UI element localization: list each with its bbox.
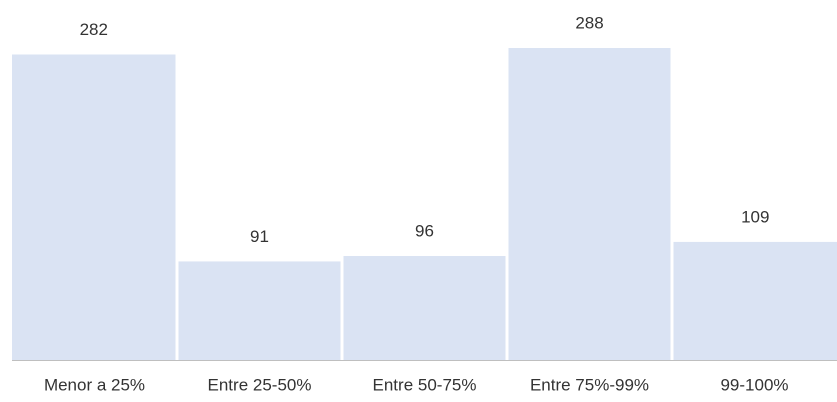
data-label: 109: [741, 207, 769, 226]
data-label: 96: [415, 221, 434, 240]
bar: [178, 261, 341, 360]
x-tick-label: Menor a 25%: [44, 375, 145, 394]
data-label: 282: [80, 20, 108, 39]
x-tick-label: Entre 75%-99%: [530, 375, 649, 394]
data-label: 91: [250, 227, 269, 246]
bar: [508, 48, 671, 360]
x-tick-label: Entre 50-75%: [373, 375, 477, 394]
bar: [343, 256, 506, 360]
x-tick-label: 99-100%: [720, 375, 788, 394]
data-label: 288: [575, 13, 603, 32]
x-tick-label: Entre 25-50%: [208, 375, 312, 394]
bar: [673, 241, 837, 360]
bar: [12, 54, 176, 360]
